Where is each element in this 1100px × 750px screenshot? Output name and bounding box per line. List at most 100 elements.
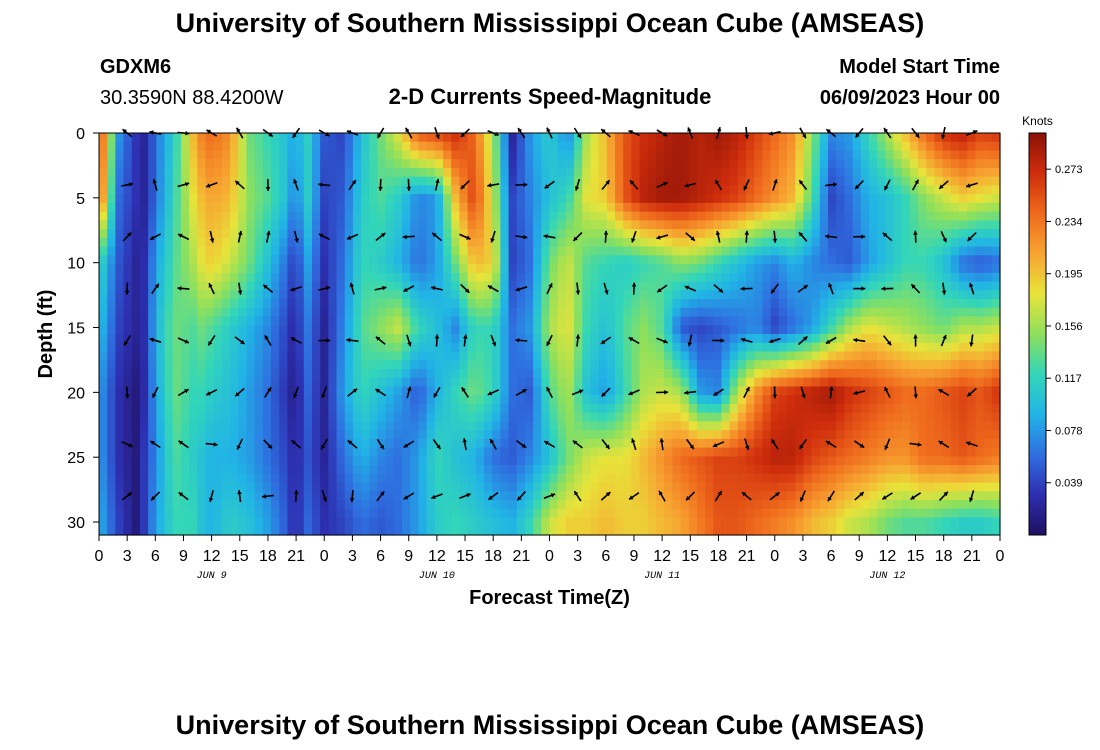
heatmap-cell: [721, 202, 731, 213]
heatmap-cell: [164, 255, 174, 265]
heatmap-cell: [598, 395, 608, 405]
heatmap-cell: [582, 229, 592, 239]
heatmap-cell: [500, 229, 510, 239]
heatmap-cell: [434, 281, 444, 291]
heatmap-cell: [139, 202, 149, 213]
heatmap-cell: [295, 447, 305, 457]
heatmap-cell: [557, 395, 567, 405]
heatmap-cell: [524, 334, 534, 344]
heatmap-cell: [361, 246, 370, 256]
heatmap-cell: [156, 368, 166, 379]
heatmap-cell: [606, 351, 616, 361]
heatmap-cell: [230, 246, 239, 256]
heatmap-cell: [934, 465, 944, 475]
heatmap-cell: [172, 176, 182, 187]
heatmap-cell: [647, 421, 657, 431]
heatmap-cell: [975, 133, 985, 143]
heatmap-cell: [688, 246, 698, 256]
heatmap-cell: [344, 281, 354, 291]
heatmap-cell: [541, 482, 551, 492]
heatmap-cell: [975, 508, 985, 519]
heatmap-cell: [500, 272, 510, 283]
heatmap-cell: [844, 159, 854, 169]
heatmap-cell: [565, 299, 575, 309]
heatmap-cell: [221, 264, 231, 274]
heatmap-cell: [402, 316, 411, 326]
heatmap-cell: [811, 500, 821, 510]
heatmap-cell: [213, 386, 223, 396]
heatmap-cell: [565, 412, 575, 422]
heatmap-cell: [893, 220, 903, 230]
heatmap-cell: [385, 517, 395, 527]
heatmap-cell: [443, 202, 452, 213]
heatmap-cell: [328, 500, 338, 510]
heatmap-cell: [246, 237, 256, 248]
heatmap-cell: [410, 325, 420, 335]
heatmap-cell: [418, 368, 428, 379]
heatmap-cell: [139, 237, 149, 248]
heatmap-cell: [893, 500, 903, 510]
heatmap-cell: [615, 194, 624, 204]
heatmap-cell: [352, 264, 362, 274]
heatmap-cell: [352, 141, 362, 152]
heatmap-cell: [852, 403, 862, 414]
heatmap-cell: [451, 133, 460, 143]
heatmap-cell: [148, 465, 157, 475]
heatmap-cell: [483, 211, 493, 221]
heatmap-cell: [967, 412, 977, 422]
heatmap-cell: [402, 517, 411, 527]
heatmap-cell: [877, 447, 886, 457]
heatmap-cell: [418, 386, 428, 396]
heatmap-cell: [139, 211, 149, 221]
heatmap-cell: [623, 395, 633, 405]
heatmap-cell: [164, 438, 174, 449]
heatmap-cell: [950, 141, 960, 152]
heatmap-cell: [328, 430, 338, 440]
heatmap-cell: [524, 465, 534, 475]
heatmap-cell: [99, 264, 108, 274]
heatmap-cell: [811, 290, 821, 300]
heatmap-cell: [647, 133, 657, 143]
heatmap-cell: [238, 377, 248, 388]
heatmap-cell: [418, 360, 428, 370]
heatmap-cell: [99, 185, 108, 195]
heatmap-cell: [410, 299, 420, 309]
heatmap-cell: [631, 202, 641, 213]
heatmap-cell: [107, 482, 116, 492]
heatmap-cell: [705, 299, 714, 309]
heatmap-cell: [754, 438, 764, 449]
heatmap-cell: [639, 403, 649, 414]
heatmap-cell: [238, 465, 248, 475]
heatmap-cell: [836, 377, 845, 388]
heatmap-cell: [213, 473, 223, 484]
heatmap-cell: [631, 246, 641, 256]
heatmap-cell: [262, 403, 272, 414]
heatmap-cell: [451, 220, 460, 230]
heatmap-cell: [336, 202, 346, 213]
heatmap-cell: [770, 141, 780, 152]
heatmap-cell: [320, 316, 329, 326]
heatmap-cell: [221, 281, 231, 291]
heatmap-cell: [991, 316, 1001, 326]
heatmap-cell: [99, 246, 108, 256]
heatmap-cell: [172, 500, 182, 510]
heatmap-cell: [508, 473, 518, 484]
heatmap-cell: [172, 150, 182, 160]
heatmap-cell: [189, 264, 198, 274]
heatmap-cell: [213, 465, 223, 475]
heatmap-cell: [123, 272, 133, 283]
heatmap-cell: [901, 517, 911, 527]
heatmap-cell: [361, 412, 370, 422]
heatmap-cell: [868, 508, 878, 519]
heatmap-cell: [680, 290, 690, 300]
heatmap-cell: [574, 412, 583, 422]
heatmap-cell: [672, 159, 682, 169]
heatmap-cell: [959, 438, 968, 449]
heatmap-cell: [483, 133, 493, 143]
heatmap-cell: [99, 360, 108, 370]
heatmap-cell: [320, 342, 329, 353]
heatmap-cell: [672, 237, 682, 248]
heatmap-cell: [500, 133, 510, 143]
heatmap-cell: [852, 325, 862, 335]
heatmap-cell: [115, 430, 125, 440]
